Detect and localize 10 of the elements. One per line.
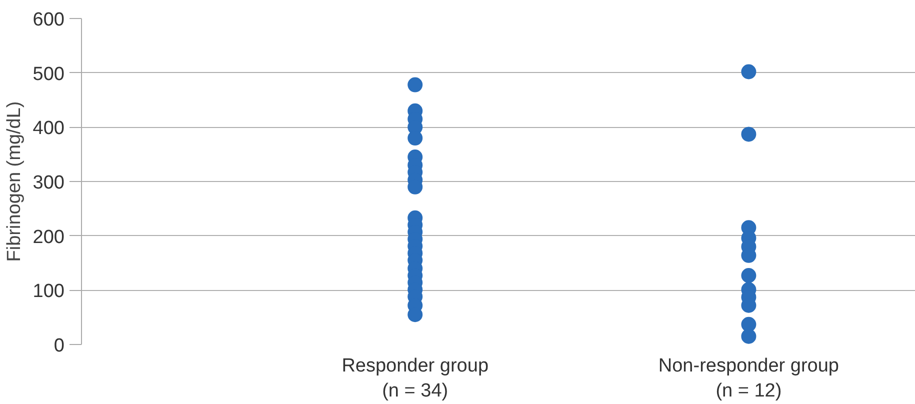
x-tick-label: Responder group (n = 34) xyxy=(342,356,489,402)
y-tick-label: 0 xyxy=(54,336,65,356)
y-tick-label: 300 xyxy=(32,172,64,194)
x-tick-label: Non-responder group (n = 12) xyxy=(658,356,840,402)
y-tick-label: 500 xyxy=(32,64,64,85)
y-tick-label: 200 xyxy=(32,226,64,248)
y-tick-label: 400 xyxy=(32,118,64,140)
y-tick-label: 100 xyxy=(32,281,64,302)
y-tick-label: 600 xyxy=(32,10,64,30)
y-axis-title: Fibrinogen (mg/dL) xyxy=(4,101,25,262)
